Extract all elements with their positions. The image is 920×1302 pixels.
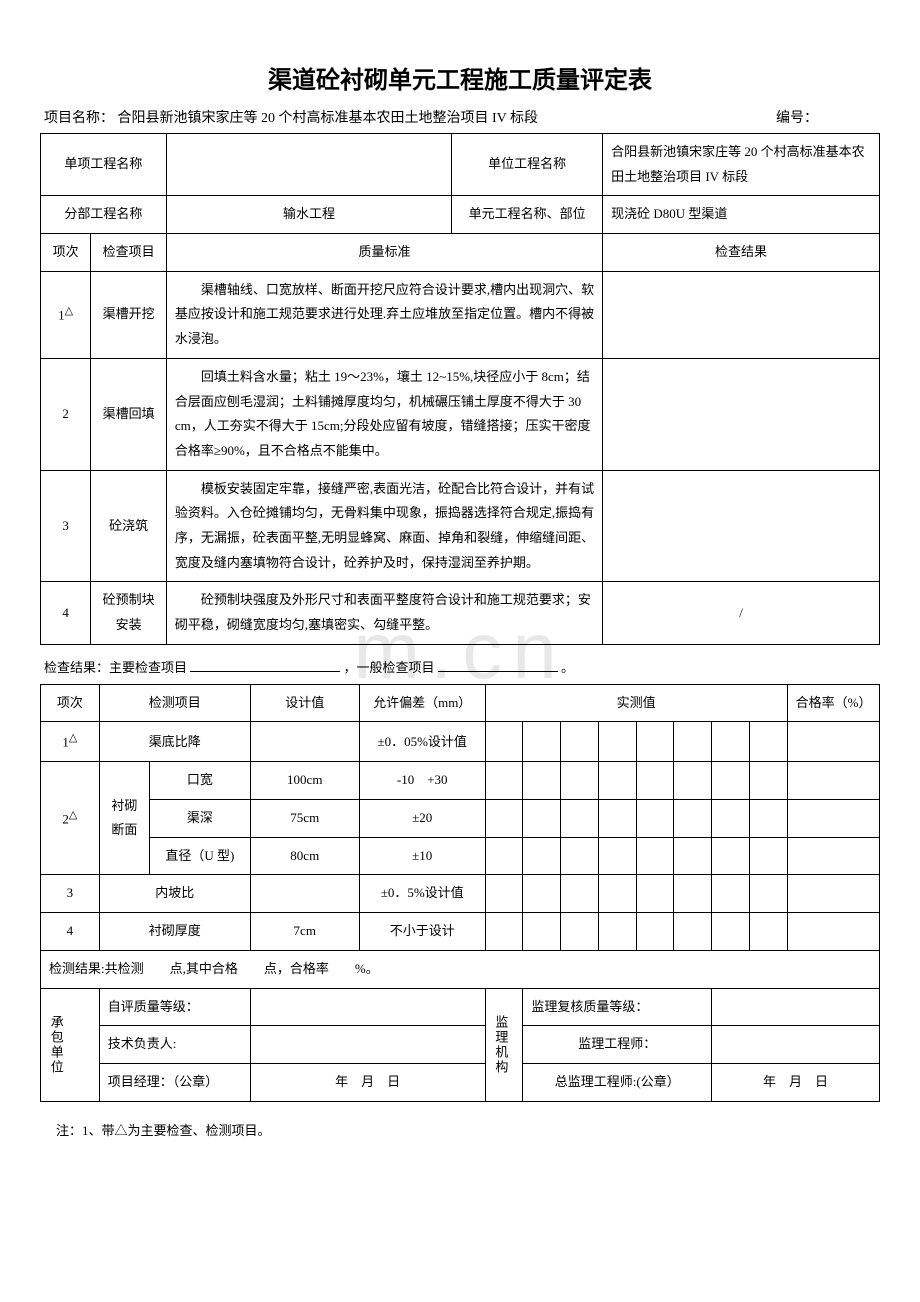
row-item: 口宽 bbox=[150, 762, 251, 800]
row-std: 渠槽轴线、口宽放样、断面开挖尺应符合设计要求,槽内出现洞穴、软基应按设计和施工规… bbox=[166, 271, 602, 358]
detect-col-design: 设计值 bbox=[250, 684, 359, 722]
page-title: 渠道砼衬砌单元工程施工质量评定表 bbox=[40, 60, 880, 95]
unit-name-value: 现浇砼 D80U 型渠道 bbox=[603, 196, 880, 234]
date-label: 年 月 日 bbox=[250, 1063, 485, 1101]
triangle-icon: △ bbox=[69, 732, 77, 744]
summary-mid: ，一般检查项目 bbox=[344, 660, 435, 675]
detect-result-summary: 检测结果:共检测 点,其中合格 点，合格率 %。 bbox=[41, 950, 880, 988]
row-std: 模板安装固定牢靠，接缝严密,表面光洁，砼配合比符合设计，并有试验资料。入仓砼摊铺… bbox=[166, 470, 602, 582]
summary-prefix: 检查结果：主要检查项目 bbox=[44, 660, 187, 675]
row-std: 砼预制块强度及外形尺寸和表面平整度符合设计和施工规范要求；安砌平稳，砌缝宽度均匀… bbox=[166, 582, 602, 644]
row-tol: ±10 bbox=[359, 837, 485, 875]
row-result: / bbox=[603, 582, 880, 644]
row-design: 7cm bbox=[250, 913, 359, 951]
row-tol: ±20 bbox=[359, 800, 485, 838]
supervisor-label: 监理工程师： bbox=[523, 1026, 712, 1064]
detect-row: 2△ 衬砌断面 口宽 100cm -10 +30 bbox=[41, 762, 880, 800]
single-project-value bbox=[166, 134, 451, 196]
row-item: 衬砌厚度 bbox=[99, 913, 250, 951]
check-col-result: 检查结果 bbox=[603, 234, 880, 272]
row-item: 渠槽回填 bbox=[91, 358, 167, 470]
contractor-label: 承包单位 bbox=[41, 988, 100, 1101]
sub-project-value: 输水工程 bbox=[166, 196, 451, 234]
check-row: 4 砼预制块安装 砼预制块强度及外形尺寸和表面平整度符合设计和施工规范要求；安砌… bbox=[41, 582, 880, 644]
row-item: 砼浇筑 bbox=[91, 470, 167, 582]
row-design: 75cm bbox=[250, 800, 359, 838]
unit-project-value: 合阳县新池镇宋家庄等 20 个村高标准基本农田土地整治项目 IV 标段 bbox=[603, 134, 880, 196]
row-result bbox=[603, 470, 880, 582]
blank-line bbox=[438, 658, 558, 672]
review-grade-label: 监理复核质量等级： bbox=[523, 988, 712, 1026]
row-no: 3 bbox=[41, 875, 100, 913]
detect-col-tol: 允许偏差（mm） bbox=[359, 684, 485, 722]
unit-project-label: 单位工程名称 bbox=[452, 134, 603, 196]
detect-table: 项次 检测项目 设计值 允许偏差（mm） 实测值 合格率（%） 1△ 渠底比降 … bbox=[40, 684, 880, 1102]
row-std: 回填土料含水量；粘土 19～23%，壤土 12~15%,块径应小于 8cm；结合… bbox=[166, 358, 602, 470]
triangle-icon: △ bbox=[65, 305, 73, 317]
supervisor-org-label: 监理机构 bbox=[485, 988, 523, 1101]
triangle-icon: △ bbox=[69, 809, 77, 821]
detect-row: 3 内坡比 ±0．5%设计值 bbox=[41, 875, 880, 913]
row-design bbox=[250, 875, 359, 913]
check-result-summary: 检查结果：主要检查项目 ，一般检查项目 。 bbox=[40, 645, 880, 684]
tech-lead-label: 技术负责人: bbox=[99, 1026, 250, 1064]
row-item: 砼预制块安装 bbox=[91, 582, 167, 644]
row-item: 渠底比降 bbox=[99, 722, 250, 762]
row-result bbox=[603, 271, 880, 358]
footnote: 注：1、带△为主要检查、检测项目。 bbox=[40, 1120, 880, 1139]
row-item: 渠槽开挖 bbox=[91, 271, 167, 358]
detect-row: 1△ 渠底比降 ±0．05%设计值 bbox=[41, 722, 880, 762]
check-row: 1△ 渠槽开挖 渠槽轴线、口宽放样、断面开挖尺应符合设计要求,槽内出现洞穴、软基… bbox=[41, 271, 880, 358]
info-table: 单项工程名称 单位工程名称 合阳县新池镇宋家庄等 20 个村高标准基本农田土地整… bbox=[40, 133, 880, 645]
row-no: 2 bbox=[41, 358, 91, 470]
chief-supervisor-label: 总监理工程师:(公章） bbox=[523, 1063, 712, 1101]
self-grade-label: 自评质量等级： bbox=[99, 988, 250, 1026]
detect-row: 直径（U 型) 80cm ±10 bbox=[41, 837, 880, 875]
row-item: 直径（U 型) bbox=[150, 837, 251, 875]
check-row: 3 砼浇筑 模板安装固定牢靠，接缝严密,表面光洁，砼配合比符合设计，并有试验资料… bbox=[41, 470, 880, 582]
check-row: 2 渠槽回填 回填土料含水量；粘土 19～23%，壤土 12~15%,块径应小于… bbox=[41, 358, 880, 470]
unit-name-label: 单元工程名称、部位 bbox=[452, 196, 603, 234]
row-item: 内坡比 bbox=[99, 875, 250, 913]
row-group-label: 衬砌断面 bbox=[99, 762, 149, 875]
project-name-label: 项目名称： bbox=[44, 111, 114, 126]
row-no: 4 bbox=[41, 582, 91, 644]
detect-col-no: 项次 bbox=[41, 684, 100, 722]
summary-suffix: 。 bbox=[561, 660, 574, 675]
detect-col-measured: 实测值 bbox=[485, 684, 787, 722]
row-tol: 不小于设计 bbox=[359, 913, 485, 951]
row-result bbox=[603, 358, 880, 470]
project-name: 合阳县新池镇宋家庄等 20 个村高标准基本农田土地整治项目 IV 标段 bbox=[118, 111, 539, 126]
row-tol: ±0．05%设计值 bbox=[359, 722, 485, 762]
detect-row: 4 衬砌厚度 7cm 不小于设计 bbox=[41, 913, 880, 951]
pm-label: 项目经理：（公章） bbox=[99, 1063, 250, 1101]
header-line: 项目名称： 合阳县新池镇宋家庄等 20 个村高标准基本农田土地整治项目 IV 标… bbox=[40, 107, 880, 127]
blank-line bbox=[190, 658, 340, 672]
check-col-std: 质量标准 bbox=[166, 234, 602, 272]
row-design: 100cm bbox=[250, 762, 359, 800]
check-col-item: 检查项目 bbox=[91, 234, 167, 272]
row-item: 渠深 bbox=[150, 800, 251, 838]
row-no: 4 bbox=[41, 913, 100, 951]
row-tol: -10 +30 bbox=[359, 762, 485, 800]
detect-col-item: 检测项目 bbox=[99, 684, 250, 722]
row-design: 80cm bbox=[250, 837, 359, 875]
date-label: 年 月 日 bbox=[712, 1063, 880, 1101]
row-tol: ±0．5%设计值 bbox=[359, 875, 485, 913]
detect-row: 渠深 75cm ±20 bbox=[41, 800, 880, 838]
detect-col-rate: 合格率（%） bbox=[787, 684, 879, 722]
single-project-label: 单项工程名称 bbox=[41, 134, 167, 196]
sub-project-label: 分部工程名称 bbox=[41, 196, 167, 234]
check-col-no: 项次 bbox=[41, 234, 91, 272]
row-design bbox=[250, 722, 359, 762]
row-no: 3 bbox=[41, 470, 91, 582]
document: 渠道砼衬砌单元工程施工质量评定表 项目名称： 合阳县新池镇宋家庄等 20 个村高… bbox=[40, 60, 880, 1139]
number-label: 编号： bbox=[776, 111, 818, 126]
